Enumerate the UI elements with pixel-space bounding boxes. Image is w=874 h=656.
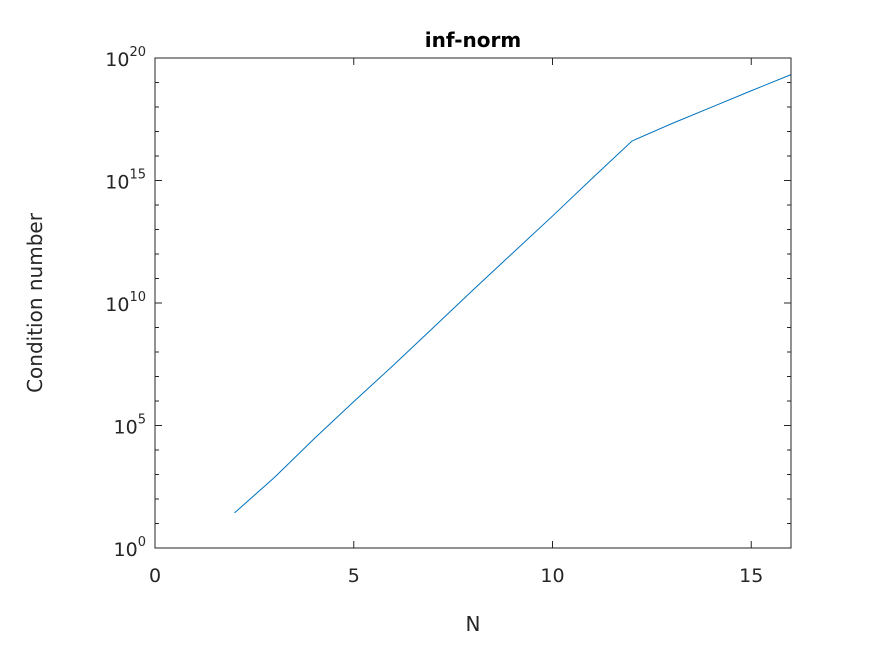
y-tick-base: 10 (105, 49, 129, 71)
x-tick-labels: 0 5 10 15 (149, 565, 763, 587)
y-tick-base: 10 (114, 539, 138, 561)
x-tick-label: 5 (348, 565, 360, 587)
minor-ticks (155, 82, 791, 524)
y-tick-exponent: 5 (138, 413, 146, 428)
y-axis-label: Condition number (23, 212, 47, 393)
x-tick-label: 10 (540, 565, 564, 587)
y-tick-base: 10 (105, 172, 129, 194)
y-tick-exponent: 15 (129, 168, 146, 183)
y-tick-base: 10 (105, 294, 129, 316)
plot-area (155, 58, 791, 548)
x-tick-label: 0 (149, 565, 161, 587)
x-axis-label: N (466, 612, 481, 636)
y-tick-base: 10 (114, 417, 138, 439)
y-tick-label: 010 (114, 535, 146, 561)
y-tick-exponent: 20 (129, 45, 146, 60)
y-tick-label: 510 (114, 413, 146, 439)
chart-title: inf-norm (425, 28, 521, 52)
series-layer (234, 74, 792, 514)
axes-box (154, 57, 792, 549)
y-tick-exponent: 0 (138, 535, 146, 550)
y-tick-exponent: 10 (129, 290, 146, 305)
series-line (234, 74, 792, 514)
x-tick-label: 15 (739, 565, 763, 587)
